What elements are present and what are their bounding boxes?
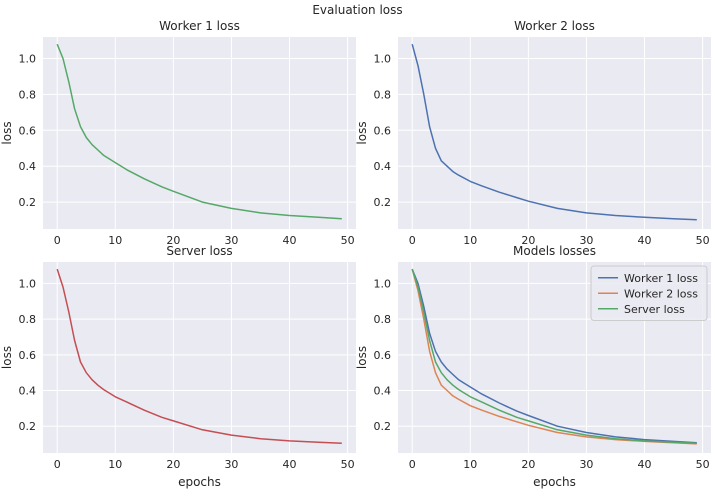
y-tick-label: 1.0 bbox=[19, 53, 37, 66]
x-tick-label: 40 bbox=[283, 458, 297, 471]
y-tick-label: 0.6 bbox=[19, 124, 37, 137]
legend: Worker 1 loss Worker 2 loss Server loss bbox=[590, 265, 708, 321]
x-tick-label: 0 bbox=[409, 458, 416, 471]
x-tick-label: 40 bbox=[638, 458, 652, 471]
subplot-title: Worker 2 loss bbox=[514, 19, 595, 33]
x-tick-label: 10 bbox=[463, 234, 477, 247]
x-tick-label: 10 bbox=[108, 234, 122, 247]
x-tick-label: 10 bbox=[108, 458, 122, 471]
legend-entry: Server loss bbox=[624, 303, 685, 316]
x-axis-label: epochs bbox=[533, 475, 576, 489]
y-tick-label: 0.4 bbox=[374, 160, 392, 173]
series-line-1 bbox=[56, 268, 342, 444]
y-tick-label: 0.4 bbox=[19, 385, 37, 398]
y-tick-label: 0.6 bbox=[19, 349, 37, 362]
series-line-1 bbox=[56, 43, 342, 220]
x-tick-label: 40 bbox=[638, 234, 652, 247]
y-axis-label: loss bbox=[0, 121, 14, 144]
subplot-3: 0 10 20 30 40 50 0.2 0.4 0.6 0.8 1.0 Server loss los… bbox=[0, 244, 356, 489]
x-tick-label: 0 bbox=[409, 234, 416, 247]
x-tick-label: 50 bbox=[341, 234, 355, 247]
subplot-title: Server loss bbox=[166, 244, 232, 258]
series-line-3 bbox=[411, 268, 697, 444]
x-tick-label: 30 bbox=[224, 234, 238, 247]
y-tick-label: 0.2 bbox=[374, 420, 392, 433]
x-tick-label: 40 bbox=[283, 234, 297, 247]
y-tick-label: 0.2 bbox=[19, 196, 37, 209]
y-axis-label: loss bbox=[355, 346, 369, 369]
y-tick-label: 0.6 bbox=[374, 124, 392, 137]
subplot-1: 0 10 20 30 40 50 0.2 0.4 0.6 0.8 1.0 Worker 1 loss l… bbox=[0, 19, 356, 247]
series-line-1 bbox=[411, 44, 697, 221]
x-tick-label: 50 bbox=[341, 458, 355, 471]
y-tick-label: 0.8 bbox=[374, 313, 392, 326]
y-axis-label: loss bbox=[0, 346, 14, 369]
y-tick-label: 1.0 bbox=[19, 277, 37, 290]
x-tick-label: 10 bbox=[463, 458, 477, 471]
x-axis-label: epochs bbox=[178, 475, 221, 489]
legend-entry: Worker 1 loss bbox=[624, 272, 698, 285]
y-tick-label: 0.2 bbox=[19, 420, 37, 433]
y-tick-label: 0.4 bbox=[374, 385, 392, 398]
figure-title: Evaluation loss bbox=[312, 3, 403, 17]
x-tick-label: 0 bbox=[54, 458, 61, 471]
x-tick-label: 30 bbox=[579, 458, 593, 471]
plot-area bbox=[398, 37, 711, 229]
y-axis-label: loss bbox=[355, 121, 369, 144]
series-line-1 bbox=[411, 268, 697, 444]
subplot-4: 0 10 20 30 40 50 0.2 0.4 0.6 0.8 1.0 Models losses l… bbox=[355, 244, 711, 489]
y-tick-label: 1.0 bbox=[374, 53, 392, 66]
subplot-2: 0 10 20 30 40 50 0.2 0.4 0.6 0.8 1.0 Worker 2 loss l… bbox=[355, 19, 711, 247]
y-tick-label: 0.8 bbox=[19, 88, 37, 101]
x-tick-label: 20 bbox=[166, 458, 180, 471]
series-line-2 bbox=[411, 268, 697, 445]
subplot-title: Models losses bbox=[513, 244, 596, 258]
y-tick-label: 0.6 bbox=[374, 349, 392, 362]
legend-entry: Worker 2 loss bbox=[624, 287, 698, 300]
x-tick-label: 50 bbox=[696, 234, 710, 247]
y-tick-label: 1.0 bbox=[374, 277, 392, 290]
x-tick-label: 0 bbox=[54, 234, 61, 247]
legend-box bbox=[590, 265, 708, 321]
subplot-title: Worker 1 loss bbox=[159, 19, 240, 33]
y-tick-label: 0.2 bbox=[374, 196, 392, 209]
plot-area bbox=[43, 262, 356, 453]
x-tick-label: 30 bbox=[224, 458, 238, 471]
x-tick-label: 30 bbox=[579, 234, 593, 247]
y-tick-label: 0.8 bbox=[19, 313, 37, 326]
x-tick-label: 20 bbox=[166, 234, 180, 247]
x-tick-label: 20 bbox=[521, 234, 535, 247]
y-tick-label: 0.4 bbox=[19, 160, 37, 173]
x-tick-label: 20 bbox=[521, 458, 535, 471]
plot-area bbox=[43, 37, 356, 229]
y-tick-label: 0.8 bbox=[374, 88, 392, 101]
x-tick-label: 50 bbox=[696, 458, 710, 471]
